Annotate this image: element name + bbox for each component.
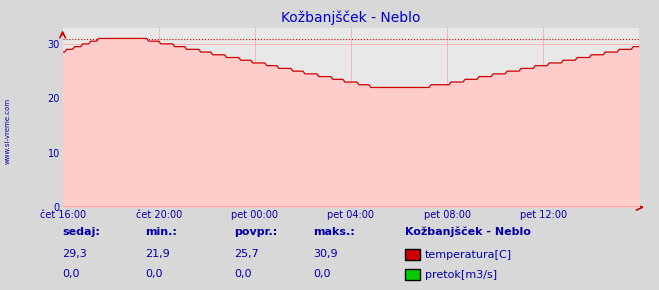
Text: 30,9: 30,9	[313, 249, 337, 259]
Text: www.si-vreme.com: www.si-vreme.com	[5, 97, 11, 164]
Text: 25,7: 25,7	[234, 249, 259, 259]
Text: 21,9: 21,9	[145, 249, 170, 259]
Text: 0,0: 0,0	[145, 269, 163, 279]
Text: 0,0: 0,0	[313, 269, 331, 279]
Text: www.si-vreme.com: www.si-vreme.com	[217, 115, 484, 138]
Text: pretok[m3/s]: pretok[m3/s]	[425, 271, 497, 280]
Text: temperatura[C]: temperatura[C]	[425, 250, 512, 260]
Text: 0,0: 0,0	[63, 269, 80, 279]
Text: Kožbanjšček - Neblo: Kožbanjšček - Neblo	[405, 226, 531, 237]
Text: povpr.:: povpr.:	[234, 227, 277, 237]
Text: maks.:: maks.:	[313, 227, 355, 237]
Title: Kožbanjšček - Neblo: Kožbanjšček - Neblo	[281, 10, 420, 25]
Text: min.:: min.:	[145, 227, 177, 237]
Text: 0,0: 0,0	[234, 269, 252, 279]
Text: 29,3: 29,3	[63, 249, 88, 259]
Text: sedaj:: sedaj:	[63, 227, 100, 237]
